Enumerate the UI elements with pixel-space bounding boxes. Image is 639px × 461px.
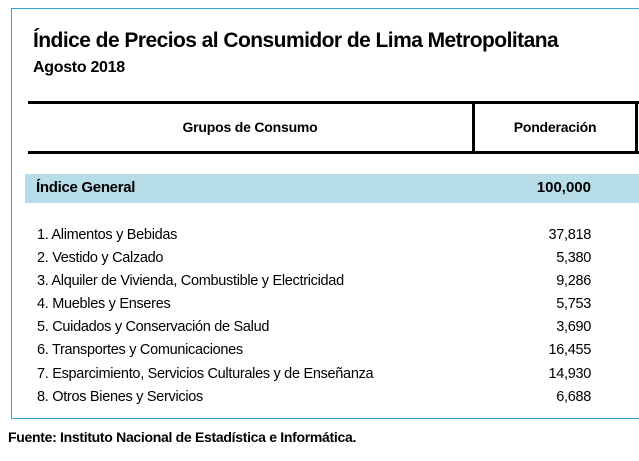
row-value: 3,690	[556, 319, 591, 335]
table-row: 2. Vestido y Calzado 5,380	[37, 250, 591, 272]
page-subtitle: Agosto 2018	[33, 59, 125, 76]
source-note: Fuente: Instituto Nacional de Estadístic…	[8, 429, 357, 445]
row-label: 6. Transportes y Comunicaciones	[37, 342, 243, 358]
row-value: 37,818	[548, 227, 591, 243]
row-value: 9,286	[556, 273, 591, 289]
row-label: 2. Vestido y Calzado	[37, 250, 164, 266]
header-ponderacion: Ponderación	[513, 119, 597, 135]
header-top-rule	[28, 101, 639, 104]
row-label: 3. Alquiler de Vivienda, Combustible y E…	[37, 273, 344, 289]
column-divider	[472, 101, 475, 153]
page-title: Índice de Precios al Consumidor de Lima …	[33, 29, 559, 52]
general-index-label: Índice General	[36, 179, 136, 196]
table-row: 5. Cuidados y Conservación de Salud 3,690	[37, 319, 591, 341]
row-value: 6,688	[556, 389, 591, 405]
row-label: 8. Otros Bienes y Servicios	[37, 389, 203, 405]
row-value: 16,455	[548, 342, 591, 358]
general-index-row: Índice General 100,000	[25, 174, 639, 203]
header-bottom-rule	[28, 151, 639, 154]
table-row: 7. Esparcimiento, Servicios Culturales y…	[37, 366, 591, 388]
row-value: 5,380	[556, 250, 591, 266]
row-value: 5,753	[556, 296, 591, 312]
header-grupos: Grupos de Consumo	[182, 119, 318, 135]
table-row: 6. Transportes y Comunicaciones 16,455	[37, 342, 591, 364]
column-divider	[635, 101, 638, 153]
table-row: 1. Alimentos y Bebidas 37,818	[37, 227, 591, 249]
row-value: 14,930	[548, 366, 591, 382]
general-index-value: 100,000	[536, 179, 591, 196]
table-row: 4. Muebles y Enseres 5,753	[37, 296, 591, 318]
table-row: 3. Alquiler de Vivienda, Combustible y E…	[37, 273, 591, 295]
table-row: 8. Otros Bienes y Servicios 6,688	[37, 389, 591, 411]
row-label: 5. Cuidados y Conservación de Salud	[37, 319, 270, 335]
row-label: 4. Muebles y Enseres	[37, 296, 171, 312]
table-frame	[11, 8, 639, 419]
row-label: 1. Alimentos y Bebidas	[37, 227, 178, 243]
row-label: 7. Esparcimiento, Servicios Culturales y…	[37, 366, 374, 382]
